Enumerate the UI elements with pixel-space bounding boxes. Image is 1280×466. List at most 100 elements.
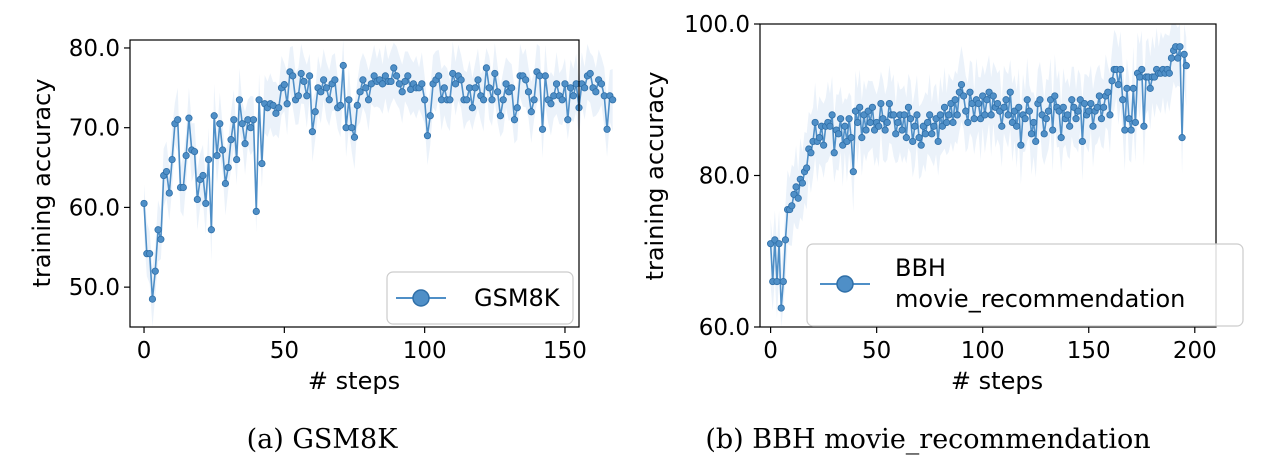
data-point <box>320 76 328 84</box>
data-point <box>1097 115 1106 123</box>
data-point <box>1078 137 1086 146</box>
x-tick-label: 150 <box>543 338 587 364</box>
data-point <box>463 96 471 104</box>
data-point <box>210 112 218 120</box>
data-point <box>811 118 819 127</box>
data-point <box>1051 92 1059 100</box>
data-point <box>213 151 221 160</box>
data-point <box>348 124 356 132</box>
data-point <box>168 155 176 164</box>
data-point <box>561 80 569 88</box>
data-point <box>1093 103 1101 111</box>
data-point <box>308 128 317 136</box>
data-point <box>930 122 938 130</box>
data-point <box>322 84 331 92</box>
data-point <box>803 164 811 172</box>
data-point <box>297 69 305 78</box>
data-point <box>207 226 215 234</box>
data-point <box>1027 130 1036 138</box>
data-point <box>1089 122 1097 130</box>
data-point <box>547 100 555 108</box>
data-point <box>300 77 308 86</box>
data-point <box>280 81 288 89</box>
legend-box <box>386 271 574 325</box>
data-point <box>1085 107 1093 115</box>
data-point <box>339 61 347 70</box>
data-point <box>890 111 898 119</box>
data-point <box>440 84 448 92</box>
data-point <box>174 116 182 124</box>
data-point <box>387 77 395 86</box>
x-ticks: 0 50 100 150 <box>137 327 587 364</box>
data-point <box>530 96 538 104</box>
data-point <box>792 183 800 191</box>
data-point <box>311 108 319 116</box>
data-point <box>834 130 843 138</box>
data-point <box>474 76 482 84</box>
data-point <box>877 99 885 108</box>
data-point <box>185 114 193 122</box>
data-point <box>235 96 244 104</box>
data-point <box>777 304 785 312</box>
data-point <box>390 64 398 72</box>
series-marker-layer <box>140 61 617 303</box>
spread-band <box>770 24 1187 327</box>
data-point <box>1000 103 1008 111</box>
data-point <box>148 295 157 303</box>
data-point <box>1025 107 1033 115</box>
data-point <box>241 140 249 148</box>
data-point <box>902 134 910 142</box>
data-point <box>1108 77 1116 85</box>
data-point <box>1044 107 1053 115</box>
data-point <box>849 168 857 176</box>
data-point <box>826 122 834 130</box>
data-point <box>1074 107 1082 115</box>
data-point <box>856 103 864 111</box>
data-point <box>917 141 925 149</box>
data-point <box>836 115 845 123</box>
data-point <box>981 111 989 119</box>
data-point <box>216 120 224 128</box>
data-point <box>499 96 507 104</box>
chart-gsm8k: 0 50 100 150 50.0 60.0 70.0 80.0 # steps train… <box>28 36 617 455</box>
data-point <box>951 96 959 104</box>
data-point <box>370 72 378 80</box>
confidence-band <box>144 40 613 327</box>
data-point <box>491 69 499 78</box>
y-tick-label: 60.0 <box>69 195 120 221</box>
data-point <box>828 111 836 119</box>
data-point <box>898 126 906 134</box>
data-point <box>230 116 238 124</box>
data-point <box>154 226 162 234</box>
data-point <box>1125 115 1133 123</box>
data-point <box>934 137 942 146</box>
data-point <box>957 81 966 89</box>
data-point <box>962 107 970 115</box>
data-point <box>906 115 915 123</box>
data-point <box>193 195 201 204</box>
data-point <box>597 80 606 88</box>
data-point <box>892 130 900 138</box>
data-point <box>1123 84 1131 92</box>
data-point <box>140 199 148 208</box>
data-point <box>1087 99 1095 108</box>
data-point <box>252 207 260 216</box>
legend-marker <box>836 275 854 293</box>
data-point <box>219 146 227 154</box>
data-point <box>446 96 454 104</box>
data-point <box>987 111 995 119</box>
y-tick-label: 70.0 <box>69 116 120 142</box>
data-point <box>1049 126 1057 134</box>
spread-band <box>144 40 613 327</box>
data-point <box>162 167 171 176</box>
data-point <box>1116 65 1125 74</box>
data-point <box>983 96 991 104</box>
data-point <box>966 88 974 96</box>
data-point <box>868 103 877 111</box>
data-point <box>1178 134 1186 142</box>
data-point <box>970 115 978 123</box>
data-point <box>303 92 311 100</box>
data-point <box>423 132 432 140</box>
data-point <box>1182 62 1190 70</box>
